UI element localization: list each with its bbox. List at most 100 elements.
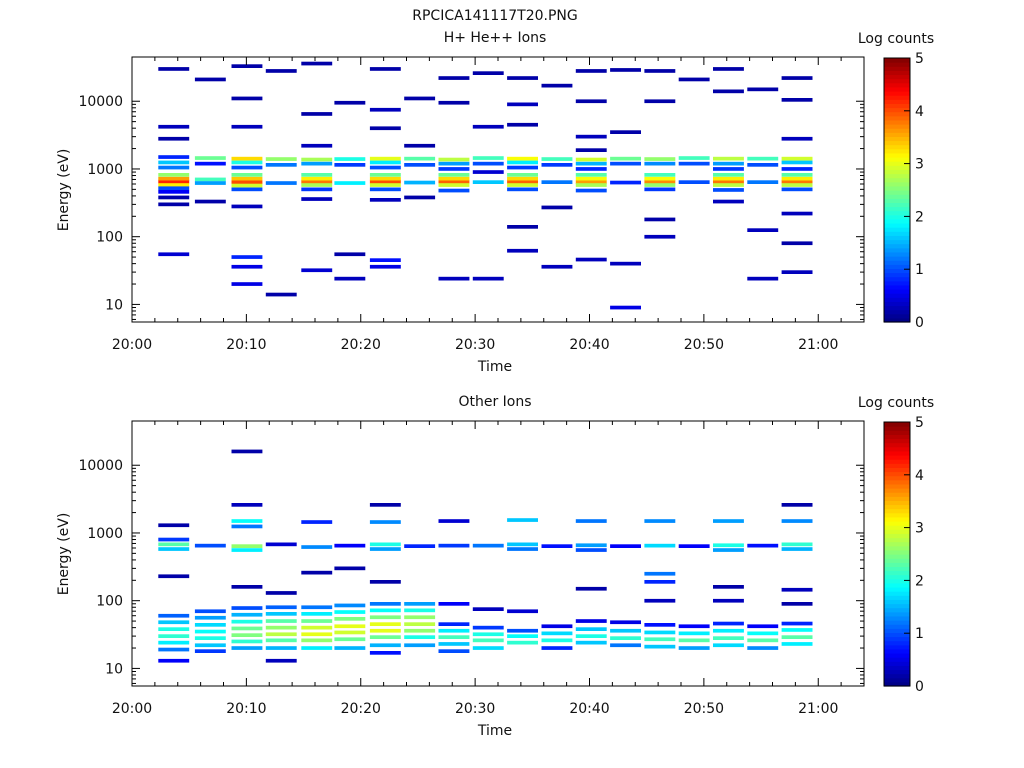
heatmap-cell bbox=[158, 547, 190, 551]
heatmap-cell bbox=[507, 225, 538, 229]
colorbar-swatch bbox=[884, 284, 910, 290]
heatmap-cell bbox=[747, 156, 779, 161]
heatmap-cell bbox=[404, 643, 436, 648]
colorbar-swatch bbox=[884, 152, 910, 158]
y-tick-label: 100 bbox=[96, 594, 123, 610]
colorbar-swatch bbox=[884, 591, 910, 596]
heatmap-cell bbox=[507, 183, 538, 187]
heatmap-cell bbox=[301, 179, 333, 184]
heatmap-cell bbox=[438, 183, 470, 187]
colorbar-tick-label: 0 bbox=[915, 679, 924, 695]
colorbar-swatch bbox=[884, 578, 910, 584]
heatmap-cell bbox=[265, 619, 297, 623]
colorbar-swatch bbox=[884, 235, 910, 241]
heatmap-cell bbox=[610, 628, 641, 633]
colorbar-swatch bbox=[884, 488, 910, 493]
heatmap-cell bbox=[610, 180, 641, 185]
heatmap-cell bbox=[369, 643, 401, 648]
heatmap-cell bbox=[301, 161, 333, 166]
heatmap-cell bbox=[369, 608, 401, 613]
x-tick-label: 21:00 bbox=[798, 337, 838, 353]
heatmap-cell bbox=[472, 638, 504, 643]
heatmap-cell bbox=[541, 157, 573, 161]
heatmap-cell bbox=[231, 204, 263, 209]
colorbar-swatch bbox=[884, 566, 910, 572]
heatmap-cell bbox=[158, 620, 190, 625]
x-tick-label: 20:40 bbox=[569, 337, 609, 353]
colorbar-frame bbox=[883, 421, 911, 687]
heatmap-cell bbox=[713, 188, 744, 192]
heatmap-cell bbox=[301, 112, 333, 116]
colorbar-swatch bbox=[884, 615, 910, 621]
colorbar-swatch bbox=[884, 648, 910, 654]
y-tick-label: 1000 bbox=[87, 162, 123, 178]
heatmap-cell bbox=[781, 160, 813, 165]
colorbar-swatch bbox=[884, 206, 910, 212]
heatmap-cell bbox=[507, 156, 538, 161]
y-tick-label: 10000 bbox=[78, 458, 123, 474]
heatmap-cell bbox=[713, 628, 744, 633]
heatmap-cell bbox=[575, 619, 607, 623]
heatmap-cell bbox=[438, 173, 470, 177]
heatmap-cell bbox=[265, 638, 297, 643]
colorbar-swatch bbox=[884, 144, 910, 150]
heatmap-cell bbox=[301, 197, 333, 201]
heatmap-cell bbox=[472, 625, 504, 630]
heatmap-cell bbox=[438, 179, 470, 184]
heatmap-cell bbox=[610, 161, 641, 166]
heatmap-cell bbox=[678, 638, 710, 643]
colorbar: 0 1 2 3 4 5 bbox=[883, 415, 924, 695]
x-tick-label: 20:40 bbox=[569, 701, 609, 717]
heatmap-cell bbox=[541, 180, 573, 184]
heatmap-cell bbox=[507, 102, 538, 107]
heatmap-cell bbox=[194, 623, 226, 627]
heatmap-cell bbox=[438, 188, 470, 193]
colorbar-swatch bbox=[884, 533, 910, 539]
heatmap-cell bbox=[265, 292, 297, 297]
colorbar-swatch bbox=[884, 218, 910, 224]
colorbar-swatch bbox=[884, 161, 910, 166]
heatmap-cell bbox=[231, 612, 263, 617]
heatmap-cell bbox=[507, 518, 538, 522]
colorbar-swatch bbox=[884, 422, 910, 427]
heatmap-cell bbox=[265, 646, 297, 650]
heatmap-cell bbox=[194, 609, 226, 614]
heatmap-cell bbox=[507, 547, 538, 551]
heatmap-cells bbox=[158, 449, 813, 663]
colorbar-swatch bbox=[884, 450, 910, 456]
colorbar-swatch bbox=[884, 537, 910, 543]
heatmap-cell bbox=[781, 270, 813, 274]
heatmap-cell bbox=[678, 180, 710, 184]
heatmap-cell bbox=[231, 156, 263, 161]
heatmap-cell bbox=[194, 156, 226, 160]
heatmap-cell bbox=[158, 136, 190, 141]
heatmap-cell bbox=[575, 627, 607, 631]
heatmap-cell bbox=[158, 160, 190, 165]
heatmap-cell bbox=[507, 187, 538, 192]
heatmap-cell bbox=[713, 621, 744, 626]
heatmap-cell bbox=[472, 170, 504, 174]
heatmap-cell bbox=[231, 64, 263, 68]
x-tick-label: 20:30 bbox=[455, 701, 495, 717]
heatmap-cell bbox=[438, 157, 470, 162]
colorbar-swatch bbox=[884, 148, 910, 154]
heatmap-cell bbox=[231, 183, 263, 188]
x-tick-label: 20:00 bbox=[112, 337, 152, 353]
heatmap-cell bbox=[158, 658, 190, 663]
heatmap-cell bbox=[472, 180, 504, 184]
colorbar-swatch bbox=[884, 554, 910, 559]
heatmap-cell bbox=[781, 542, 813, 547]
heatmap-cell bbox=[610, 156, 641, 161]
heatmap-cell bbox=[713, 585, 744, 589]
heatmap-cell bbox=[541, 544, 573, 548]
heatmap-cell bbox=[781, 183, 813, 187]
colorbar-swatch bbox=[884, 280, 910, 286]
heatmap-cell bbox=[713, 598, 744, 603]
heatmap-cell bbox=[438, 628, 470, 633]
heatmap-cell bbox=[369, 520, 401, 524]
heatmap-cell bbox=[194, 161, 226, 166]
colorbar-swatch bbox=[884, 95, 910, 100]
panel-title: H+ He++ Ions bbox=[444, 30, 547, 46]
heatmap-cell bbox=[194, 177, 226, 182]
